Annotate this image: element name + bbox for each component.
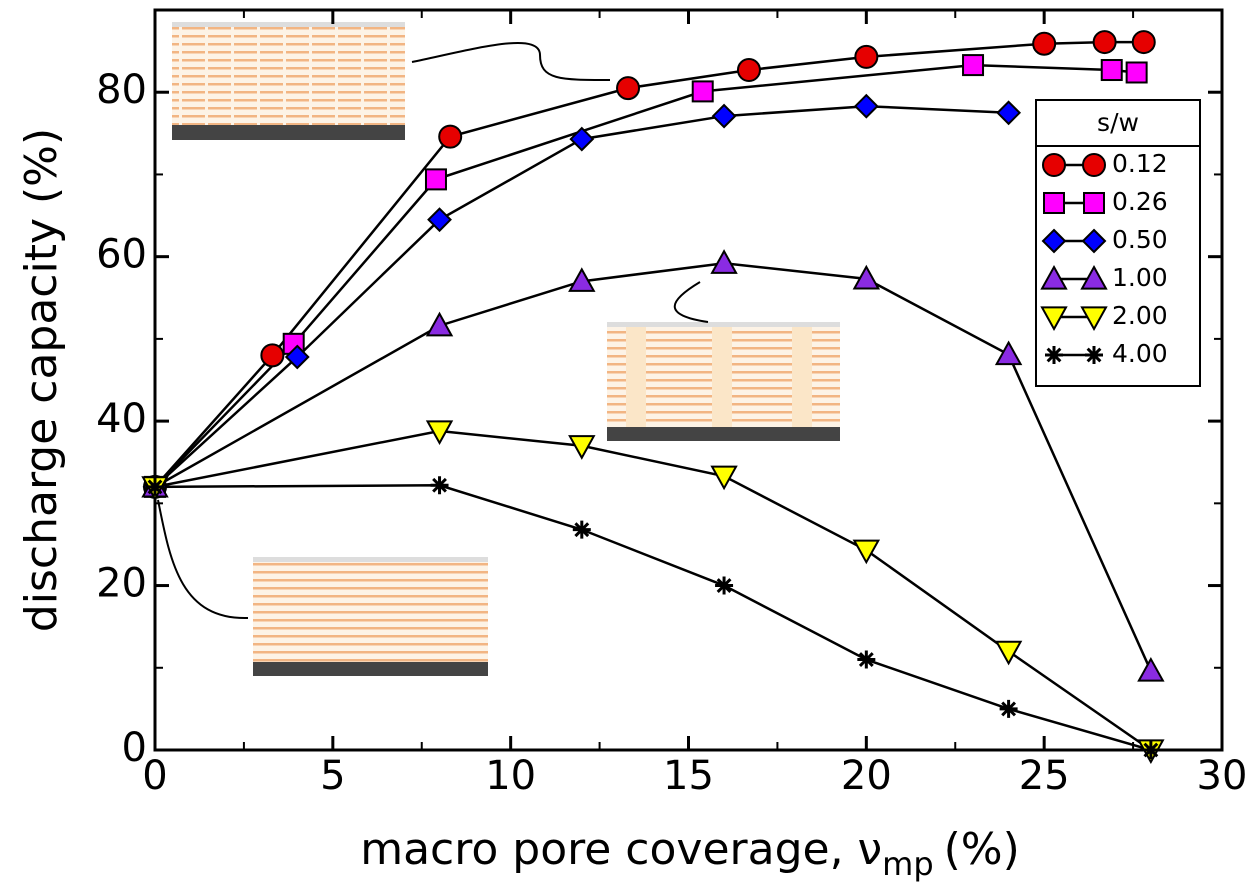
marker — [1141, 741, 1160, 759]
marker — [1081, 228, 1107, 254]
marker — [568, 435, 596, 460]
marker — [427, 207, 452, 233]
marker — [853, 93, 879, 119]
marker — [1080, 306, 1108, 332]
marker — [572, 520, 591, 539]
marker — [715, 576, 734, 595]
marker — [736, 58, 761, 83]
inset-top — [172, 22, 611, 140]
marker — [852, 264, 881, 290]
marker — [1082, 153, 1106, 177]
y-axis-label: discharge capacity (%) — [16, 128, 67, 632]
marker — [1043, 192, 1065, 214]
x-tick-label: 5 — [320, 753, 345, 799]
x-axis-label: macro pore coverage, νmp (%) — [360, 824, 1020, 883]
marker — [146, 477, 164, 496]
legend-label: 0.26 — [1112, 187, 1168, 216]
plot: 0 5 10 15 20 25 30 0 20 40 60 80 s/w 0.12 0.26 0.50 1.00… — [96, 10, 1247, 799]
marker — [425, 311, 454, 337]
marker — [425, 420, 454, 446]
marker — [1045, 346, 1063, 364]
marker — [691, 80, 714, 103]
marker — [424, 168, 447, 191]
marker — [1040, 306, 1068, 332]
marker — [711, 103, 737, 129]
marker — [962, 54, 985, 77]
marker — [569, 126, 595, 152]
marker — [568, 267, 596, 292]
x-tick-label: 15 — [663, 753, 714, 799]
marker — [1100, 59, 1123, 82]
legend-label: 0.12 — [1112, 149, 1168, 178]
marker — [854, 44, 879, 69]
marker — [1085, 346, 1103, 364]
marker — [616, 76, 641, 101]
marker — [994, 340, 1023, 366]
y-tick-label: 0 — [122, 725, 147, 771]
x-tick-label: 0 — [142, 753, 167, 799]
x-tick-label: 10 — [485, 753, 536, 799]
legend-label: 2.00 — [1112, 301, 1168, 330]
marker — [260, 343, 285, 368]
marker — [1083, 192, 1105, 214]
inset-bottom — [157, 499, 488, 676]
inset-middle — [607, 281, 840, 441]
marker — [1042, 153, 1066, 177]
marker — [1131, 30, 1156, 55]
legend-title: s/w — [1097, 108, 1139, 137]
y-tick-label: 40 — [96, 396, 147, 442]
marker — [430, 476, 449, 495]
marker — [857, 650, 876, 669]
y-tick-label: 20 — [96, 561, 147, 607]
marker — [1080, 264, 1108, 290]
marker — [1125, 61, 1148, 84]
marker — [994, 640, 1023, 666]
marker — [438, 124, 463, 149]
marker — [996, 100, 1022, 126]
marker — [1041, 228, 1067, 254]
y-tick-label: 60 — [96, 232, 147, 278]
legend-label: 0.50 — [1112, 225, 1168, 254]
legend-label: 1.00 — [1112, 263, 1168, 292]
x-tick-label: 20 — [841, 753, 892, 799]
marker — [710, 249, 738, 274]
x-axis-label-suffix: (%) — [944, 824, 1020, 875]
x-axis-label-text: macro pore coverage, ν — [360, 824, 882, 875]
y-tick-label: 80 — [96, 67, 147, 113]
marker — [1092, 30, 1117, 55]
x-tick-label: 25 — [1019, 753, 1070, 799]
marker — [852, 539, 881, 565]
marker — [1032, 31, 1057, 56]
marker — [999, 699, 1018, 718]
legend-label: 4.00 — [1112, 339, 1168, 368]
marker — [1040, 264, 1068, 290]
x-tick-label: 30 — [1197, 753, 1248, 799]
series-line — [154, 104, 1009, 488]
marker — [1137, 657, 1165, 682]
x-axis-label-subscript: mp — [882, 845, 933, 883]
marker — [284, 344, 310, 370]
marker — [710, 465, 738, 491]
